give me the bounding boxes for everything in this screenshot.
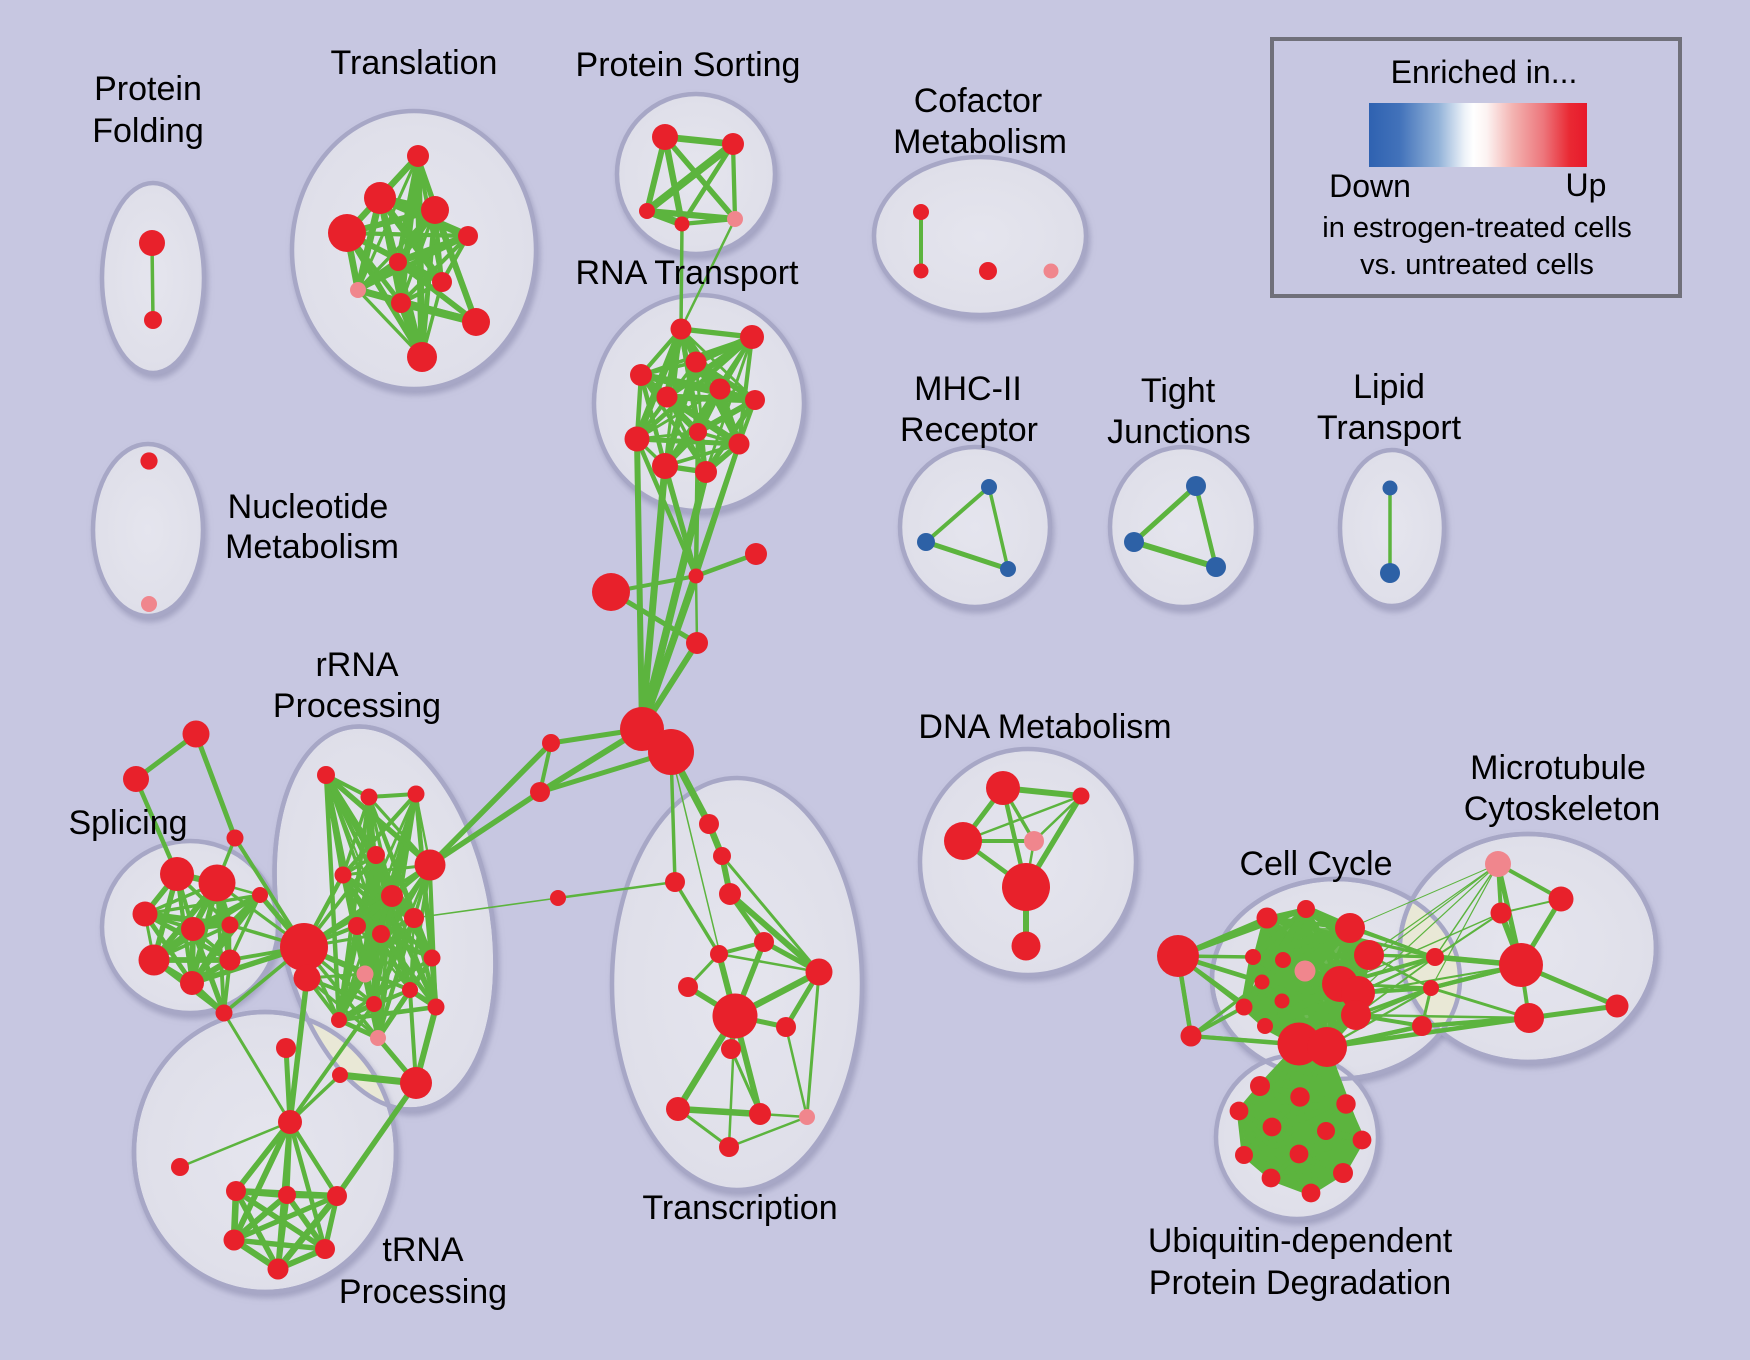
svg-text:Tight: Tight <box>1141 372 1216 410</box>
svg-text:Junctions: Junctions <box>1107 413 1251 451</box>
svg-text:Enriched in...: Enriched in... <box>1391 54 1578 90</box>
svg-text:Processing: Processing <box>339 1273 507 1311</box>
svg-text:Translation: Translation <box>331 44 498 82</box>
svg-text:Cofactor: Cofactor <box>914 82 1043 120</box>
svg-text:Protein Degradation: Protein Degradation <box>1149 1264 1451 1302</box>
svg-text:Microtubule: Microtubule <box>1470 749 1646 787</box>
svg-text:Lipid: Lipid <box>1353 368 1425 406</box>
svg-text:Folding: Folding <box>92 112 204 150</box>
svg-text:Transport: Transport <box>1317 409 1462 447</box>
svg-text:MHC-II: MHC-II <box>914 370 1022 408</box>
svg-text:Receptor: Receptor <box>900 411 1038 449</box>
svg-text:vs. untreated cells: vs. untreated cells <box>1360 249 1594 281</box>
svg-text:Cytoskeleton: Cytoskeleton <box>1464 790 1661 828</box>
svg-text:Splicing: Splicing <box>68 804 187 842</box>
svg-text:rRNA: rRNA <box>315 646 398 684</box>
svg-text:RNA Transport: RNA Transport <box>576 254 800 292</box>
svg-text:Cell Cycle: Cell Cycle <box>1239 845 1392 883</box>
svg-text:Processing: Processing <box>273 687 441 725</box>
svg-text:Ubiquitin-dependent: Ubiquitin-dependent <box>1148 1222 1453 1260</box>
svg-text:Protein: Protein <box>94 70 202 108</box>
svg-text:Protein Sorting: Protein Sorting <box>576 46 801 84</box>
svg-text:Down: Down <box>1329 168 1411 204</box>
svg-text:Metabolism: Metabolism <box>225 528 399 566</box>
svg-text:tRNA: tRNA <box>382 1231 464 1269</box>
svg-text:in estrogen-treated cells: in estrogen-treated cells <box>1322 212 1632 244</box>
svg-text:DNA Metabolism: DNA Metabolism <box>918 708 1171 746</box>
svg-text:Nucleotide: Nucleotide <box>228 488 389 526</box>
svg-text:Up: Up <box>1566 167 1607 203</box>
svg-text:Transcription: Transcription <box>642 1189 837 1227</box>
svg-text:Metabolism: Metabolism <box>893 123 1067 161</box>
